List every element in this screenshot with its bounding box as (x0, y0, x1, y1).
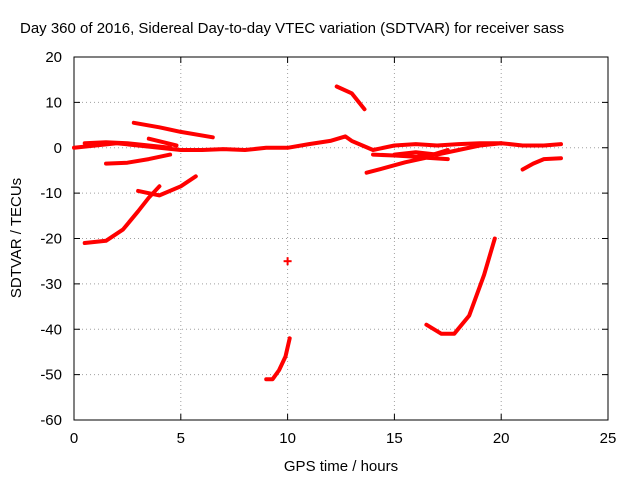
series-arc-6 (82, 184, 162, 245)
series-arc-3 (104, 152, 173, 166)
x-tick-label: 20 (493, 430, 510, 447)
series-arc-13 (424, 236, 497, 336)
series-group (72, 84, 563, 382)
series-arc-12 (392, 141, 504, 157)
y-tick-label: -20 (40, 231, 62, 248)
x-tick-label: 0 (70, 430, 78, 447)
x-tick-label: 5 (177, 430, 185, 447)
y-tick-label: -10 (40, 185, 62, 202)
series-arc-9 (334, 84, 367, 112)
series-arc-8 (264, 336, 292, 382)
series-arc-2 (82, 140, 173, 150)
y-tick-label: 0 (54, 140, 62, 157)
grid (74, 57, 608, 420)
y-axis-label: SDTVAR / TECUs (8, 178, 25, 298)
chart-title: Day 360 of 2016, Sidereal Day-to-day VTE… (20, 20, 564, 37)
x-axis: 0 5 10 15 20 25 (70, 57, 617, 447)
y-tick-label: 20 (45, 49, 62, 66)
x-tick-label: 25 (600, 430, 617, 447)
y-tick-label: 10 (45, 94, 62, 111)
y-tick-label: -60 (40, 412, 62, 429)
x-tick-label: 15 (386, 430, 403, 447)
y-tick-label: -50 (40, 367, 62, 384)
x-axis-label: GPS time / hours (284, 458, 398, 475)
data-point (283, 257, 292, 266)
series-arc-5 (146, 136, 179, 148)
y-axis: 20 10 0 -10 -20 -30 -40 -50 -60 (40, 49, 608, 429)
series-arc-7 (136, 174, 198, 198)
x-tick-label: 10 (279, 430, 296, 447)
series-arc-14 (520, 156, 563, 172)
y-tick-label: -40 (40, 321, 62, 338)
series-arc-4 (131, 120, 215, 140)
series-arc-10 (364, 155, 450, 175)
y-tick-label: -30 (40, 276, 62, 293)
